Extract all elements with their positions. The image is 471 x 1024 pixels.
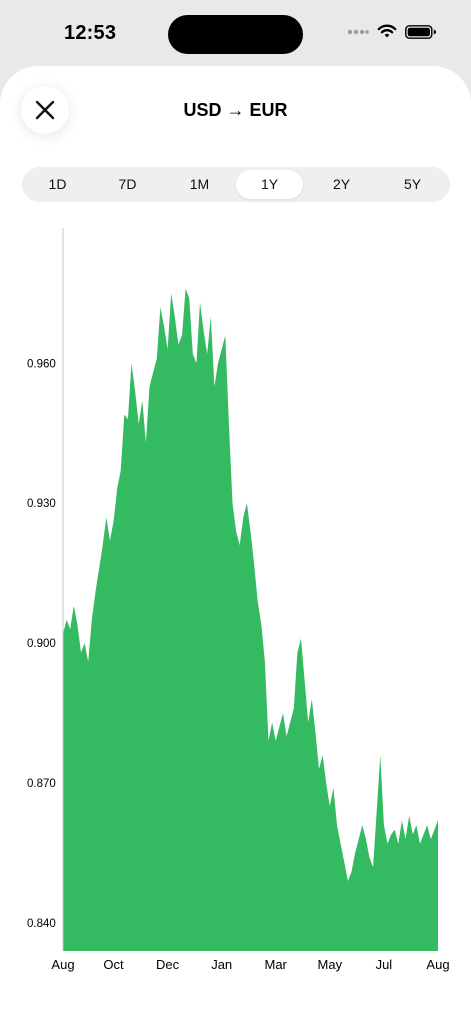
x-tick-label: Aug	[426, 957, 449, 972]
tab-2y[interactable]: 2Y	[332, 176, 351, 192]
y-tick-label: 0.840	[27, 918, 56, 930]
chart-area-layer	[63, 288, 438, 952]
x-tick-label: Aug	[51, 957, 74, 972]
x-tick-label: Oct	[103, 957, 124, 972]
range-tabs: 1D 7D 1M 1Y 2Y 5Y	[22, 167, 450, 202]
cellular-icon	[347, 29, 369, 34]
x-tick-label: Mar	[265, 957, 288, 972]
chart-axes-layer: 0.960 0.930 0.900 0.870 0.840 Aug Oct Dec Jan Mar…	[27, 228, 450, 972]
close-icon	[35, 100, 55, 120]
tab-7d[interactable]: 7D	[118, 176, 137, 192]
x-tick-label: May	[318, 957, 343, 972]
rate-area-series	[63, 288, 438, 952]
dynamic-island	[168, 15, 303, 54]
status-icons	[347, 24, 437, 39]
battery-icon	[405, 24, 436, 39]
x-tick-label: Jan	[211, 957, 232, 972]
y-tick-label: 0.930	[27, 498, 56, 510]
x-tick-label: Dec	[156, 957, 180, 972]
y-tick-label: 0.960	[27, 358, 56, 370]
tab-5y[interactable]: 5Y	[403, 176, 422, 192]
status-bar: 12:53	[0, 0, 471, 66]
tab-1m[interactable]: 1M	[189, 176, 210, 192]
page-title: USD → EUR	[183, 100, 288, 120]
y-tick-label: 0.900	[27, 638, 56, 650]
y-tick-label: 0.870	[27, 778, 56, 790]
x-tick-label: Jul	[376, 957, 393, 972]
status-time: 12:53	[64, 22, 117, 44]
tab-1d[interactable]: 1D	[48, 176, 67, 192]
tab-1y[interactable]: 1Y	[236, 170, 303, 199]
wifi-icon	[377, 24, 397, 38]
close-button[interactable]	[21, 86, 69, 134]
